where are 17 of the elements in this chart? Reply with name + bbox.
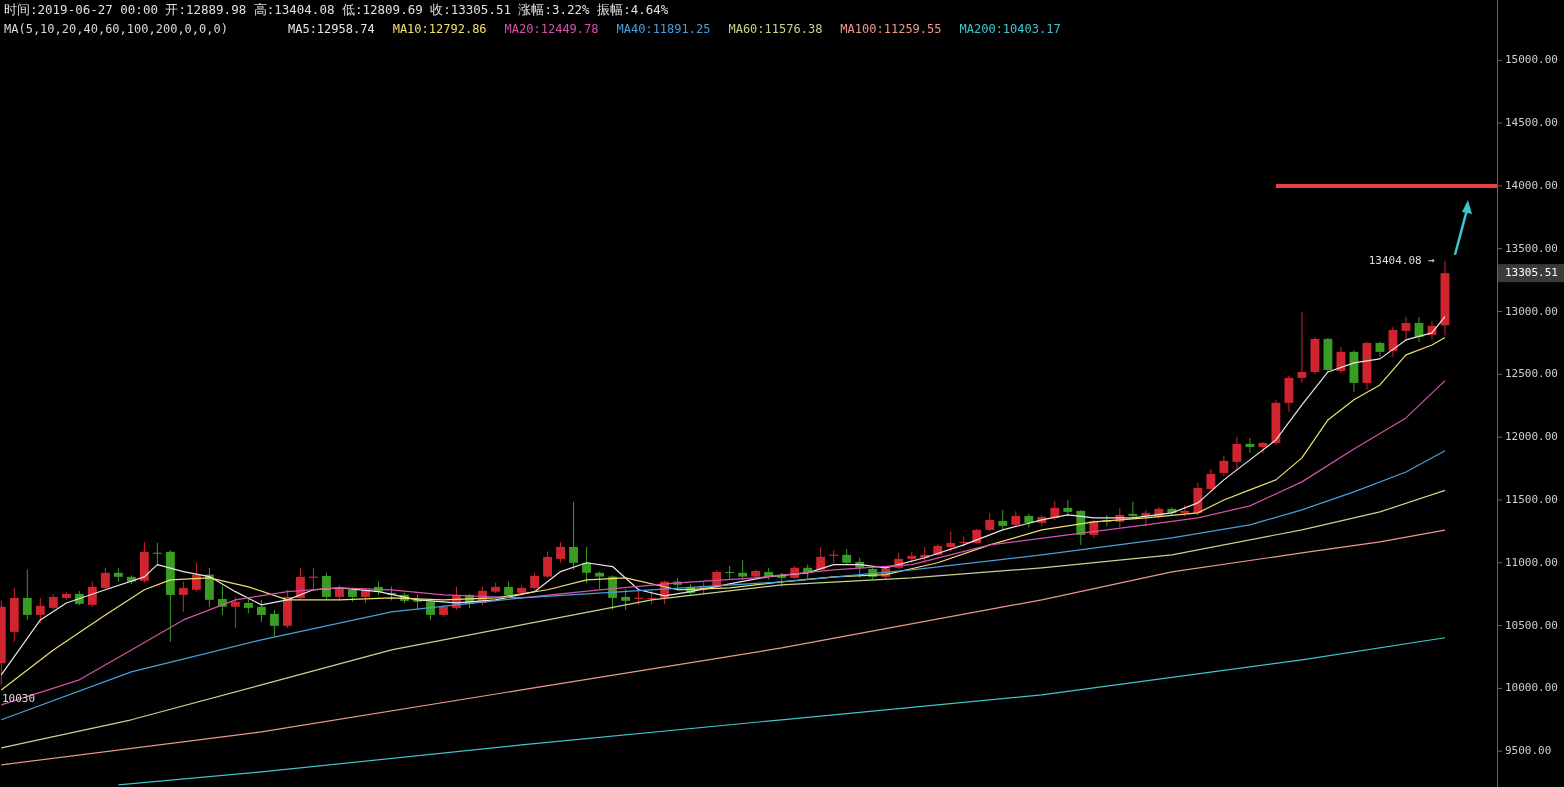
y-tick-label: 10000.00	[1505, 681, 1558, 695]
y-tick-label: 9500.00	[1505, 744, 1552, 758]
y-tick-label: 12500.00	[1505, 367, 1558, 381]
chart-title: 时间:2019-06-27 00:00 开:12889.98 高:13404.08 低:12809.69 收:13305.51 涨幅:3.22% 振幅:4.64%	[4, 2, 669, 17]
text: 13305.51	[1505, 266, 1558, 280]
y-tick-label: 15000.00	[1505, 53, 1558, 67]
y-tick-label: 14500.00	[1505, 116, 1558, 130]
legend: MA5:12958.74 MA10:12792.86 MA20:12449.78 MA40:11891.25 MA60:11576.38 MA100:11259.55 MA200:10403.17	[287, 22, 1061, 36]
annotation: 13404.08 →	[1368, 253, 1436, 267]
y-tick-label: 13500.00	[1505, 241, 1558, 255]
y-tick-label: 12000.00	[1505, 430, 1558, 444]
y-tick-label: 11000.00	[1505, 555, 1558, 569]
y-tick-label: 13000.00	[1505, 304, 1558, 318]
text: MA(5,10,20,40,60,100,200,0,0,0)	[4, 22, 228, 36]
y-tick-label: 14000.00	[1505, 178, 1558, 192]
y-tick-label: 10500.00	[1505, 618, 1558, 632]
y-tick-label: 11500.00	[1505, 492, 1558, 506]
